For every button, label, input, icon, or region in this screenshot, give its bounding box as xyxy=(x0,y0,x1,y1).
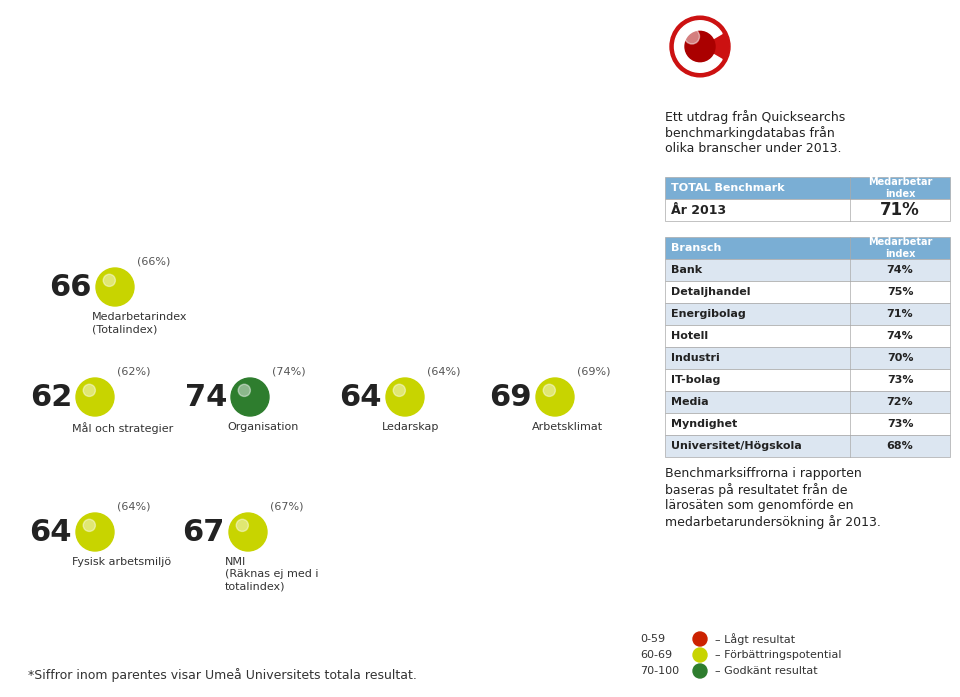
Circle shape xyxy=(693,664,707,678)
Circle shape xyxy=(96,268,134,306)
Circle shape xyxy=(229,513,267,551)
Text: Detaljhandel: Detaljhandel xyxy=(671,287,751,297)
Text: 68%: 68% xyxy=(887,441,913,451)
Circle shape xyxy=(685,31,715,61)
Text: 71%: 71% xyxy=(880,201,920,219)
Text: Medarbetarindex 2014: Medarbetarindex 2014 xyxy=(28,32,419,61)
Text: 67: 67 xyxy=(182,517,225,546)
Text: 62: 62 xyxy=(30,383,72,411)
Circle shape xyxy=(76,378,114,416)
Text: 0-59: 0-59 xyxy=(640,634,665,644)
Wedge shape xyxy=(675,21,722,72)
Circle shape xyxy=(536,378,574,416)
Text: Myndighet: Myndighet xyxy=(671,419,737,429)
Text: Fysisk arbetsmiljö: Fysisk arbetsmiljö xyxy=(72,557,171,567)
Text: TOTAL Benchmark: TOTAL Benchmark xyxy=(671,183,784,193)
FancyBboxPatch shape xyxy=(665,303,950,325)
Text: Media: Media xyxy=(671,397,708,407)
Text: Medarbetarindex
(Totalindex): Medarbetarindex (Totalindex) xyxy=(92,312,187,335)
Text: 71%: 71% xyxy=(887,309,913,319)
Text: 66: 66 xyxy=(50,273,92,302)
Text: Organisation: Organisation xyxy=(227,422,299,432)
Circle shape xyxy=(394,384,405,397)
Text: (64%): (64%) xyxy=(427,366,461,376)
Text: IT-bolag: IT-bolag xyxy=(671,375,720,385)
Text: 70%: 70% xyxy=(887,353,913,363)
Text: Ett utdrag från Quicksearchs: Ett utdrag från Quicksearchs xyxy=(665,110,845,124)
Text: Universitet/Högskola: Universitet/Högskola xyxy=(671,441,802,451)
Text: Bransch: Bransch xyxy=(671,243,721,253)
FancyBboxPatch shape xyxy=(665,177,950,199)
Text: (66%): (66%) xyxy=(137,256,170,266)
Circle shape xyxy=(238,384,251,397)
FancyBboxPatch shape xyxy=(665,199,950,221)
FancyBboxPatch shape xyxy=(665,369,950,391)
Text: (64%): (64%) xyxy=(117,501,151,511)
Circle shape xyxy=(231,378,269,416)
Text: 64: 64 xyxy=(340,383,382,411)
Text: Mål och strategier: Mål och strategier xyxy=(72,422,173,434)
Text: 60-69: 60-69 xyxy=(640,650,672,660)
FancyBboxPatch shape xyxy=(665,435,950,457)
Circle shape xyxy=(670,16,730,77)
Circle shape xyxy=(693,632,707,646)
Text: 70-100: 70-100 xyxy=(640,666,679,676)
Text: – Godkänt resultat: – Godkänt resultat xyxy=(715,666,818,676)
Text: *Siffror inom parentes visar Umeå Universitets totala resultat.: *Siffror inom parentes visar Umeå Univer… xyxy=(28,668,417,682)
Circle shape xyxy=(76,513,114,551)
Text: Arbetsklimat: Arbetsklimat xyxy=(532,422,603,432)
Text: 69: 69 xyxy=(490,383,532,411)
Circle shape xyxy=(236,519,249,531)
FancyBboxPatch shape xyxy=(665,391,950,413)
Text: – Lågt resultat: – Lågt resultat xyxy=(715,633,795,645)
Circle shape xyxy=(104,275,115,286)
Circle shape xyxy=(543,384,556,397)
Text: Industri: Industri xyxy=(671,353,720,363)
Text: 74%: 74% xyxy=(887,331,913,341)
Text: medarbetarundersökning år 2013.: medarbetarundersökning år 2013. xyxy=(665,515,881,529)
FancyBboxPatch shape xyxy=(665,259,950,281)
Text: Ledarskap: Ledarskap xyxy=(382,422,440,432)
FancyBboxPatch shape xyxy=(665,413,950,435)
Text: 72%: 72% xyxy=(887,397,913,407)
FancyBboxPatch shape xyxy=(665,281,950,303)
Text: Benchmarksiffrorna i rapporten: Benchmarksiffrorna i rapporten xyxy=(665,467,862,480)
Circle shape xyxy=(84,519,95,531)
Text: Bank: Bank xyxy=(671,265,702,275)
Text: baseras på resultatet från de: baseras på resultatet från de xyxy=(665,483,848,497)
Text: (69%): (69%) xyxy=(577,366,611,376)
Text: NMI
(Räknas ej med i
totalindex): NMI (Räknas ej med i totalindex) xyxy=(225,557,319,592)
Text: 73%: 73% xyxy=(887,375,913,385)
Text: 64: 64 xyxy=(30,517,72,546)
Text: lärosäten som genomförde en: lärosäten som genomförde en xyxy=(665,499,853,512)
Text: Energibolag: Energibolag xyxy=(671,309,746,319)
Text: 75%: 75% xyxy=(887,287,913,297)
FancyBboxPatch shape xyxy=(665,325,950,347)
Circle shape xyxy=(684,29,700,44)
Circle shape xyxy=(693,648,707,662)
Text: Hotell: Hotell xyxy=(671,331,708,341)
Text: År 2013: År 2013 xyxy=(671,204,726,217)
FancyBboxPatch shape xyxy=(665,237,950,259)
Text: 74: 74 xyxy=(184,383,227,411)
Text: quicksearch: quicksearch xyxy=(738,36,889,56)
Text: Medarbetar
index: Medarbetar index xyxy=(868,177,932,199)
Text: (67%): (67%) xyxy=(270,501,303,511)
Text: 74%: 74% xyxy=(887,265,913,275)
Circle shape xyxy=(84,384,95,397)
Text: Medarbetar
index: Medarbetar index xyxy=(868,237,932,259)
Text: olika branscher under 2013.: olika branscher under 2013. xyxy=(665,142,842,155)
Text: – Förbättringspotential: – Förbättringspotential xyxy=(715,650,842,660)
FancyBboxPatch shape xyxy=(665,347,950,369)
Circle shape xyxy=(386,378,424,416)
Text: (62%): (62%) xyxy=(117,366,151,376)
Text: benchmarkingdatabas från: benchmarkingdatabas från xyxy=(665,126,835,140)
Text: (74%): (74%) xyxy=(272,366,305,376)
Text: 73%: 73% xyxy=(887,419,913,429)
